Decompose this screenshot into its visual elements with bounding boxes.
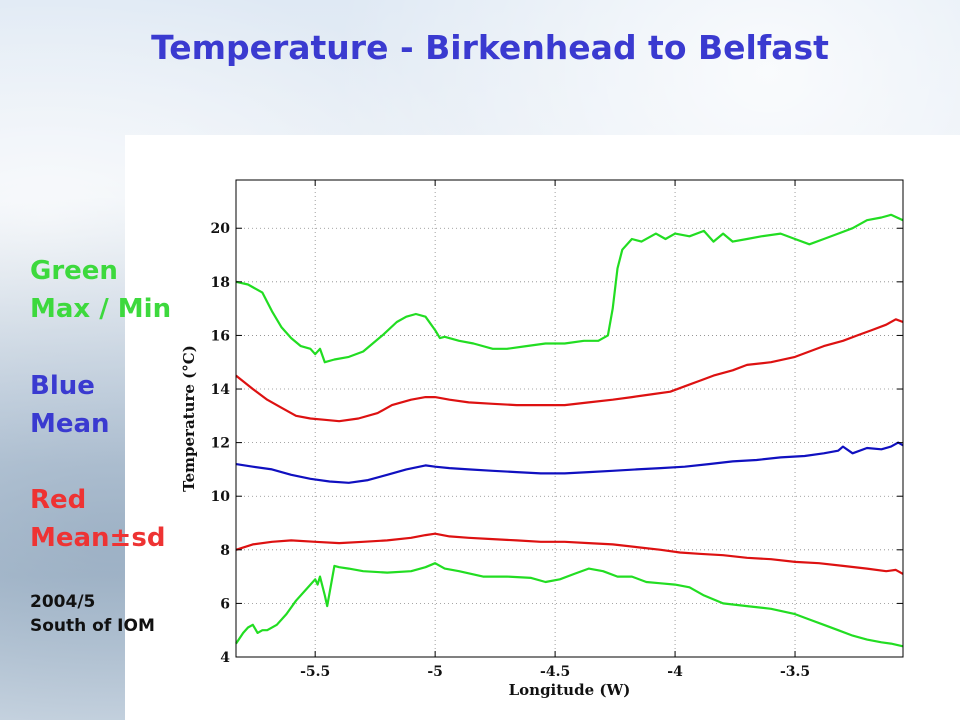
- plot-frame: [235, 179, 904, 658]
- y-tick-label: 6: [220, 596, 230, 612]
- y-tick-label: 18: [211, 275, 230, 291]
- chart-series: [235, 213, 904, 648]
- series-line-min: [235, 562, 904, 648]
- legend-blue-desc: Mean: [30, 409, 110, 439]
- y-tick-label: 8: [220, 543, 230, 559]
- legend-blue-label: Blue: [30, 371, 95, 401]
- legend-green: Green Max / Min: [30, 252, 171, 328]
- legend-green-label: Green: [30, 256, 118, 286]
- data-note: 2004/5 South of IOM: [30, 590, 155, 638]
- chart-grid: [236, 180, 903, 658]
- x-tick-label: -4.5: [540, 664, 570, 680]
- x-tick-label: -4: [667, 664, 683, 680]
- x-tick-label: -3.5: [780, 664, 810, 680]
- temperature-chart: -5.5 -5 -4.5 -4 -3.5 4 6 8 10 12 14 16 18 20 Longitud…: [180, 179, 904, 699]
- series-line-mean-plus-sd: [235, 318, 904, 423]
- note-location: South of IOM: [30, 616, 155, 636]
- series-line-mean-sd: [235, 532, 904, 575]
- x-tick-label: -5: [427, 664, 443, 680]
- legend-red: Red Mean±sd: [30, 481, 165, 557]
- y-tick-label: 10: [211, 489, 231, 505]
- y-axis-label: Temperature (°C): [180, 345, 198, 492]
- series-line-mean: [235, 441, 904, 484]
- legend-blue: Blue Mean: [30, 367, 110, 443]
- chart-panel: [125, 135, 960, 720]
- y-tick-label: 12: [211, 436, 230, 452]
- y-tick-label: 14: [211, 382, 231, 398]
- note-year: 2004/5: [30, 592, 96, 612]
- slide-title: Temperature - Birkenhead to Belfast: [151, 28, 829, 67]
- series-line-max: [235, 213, 904, 364]
- legend-red-desc: Mean±sd: [30, 523, 166, 553]
- y-tick-label: 4: [220, 650, 230, 666]
- x-tick-label: -5.5: [300, 664, 330, 680]
- y-tick-label: 20: [211, 221, 231, 237]
- y-tick-label: 16: [211, 328, 230, 344]
- x-axis-label: Longitude (W): [509, 681, 631, 699]
- chart-ticks: -5.5 -5 -4.5 -4 -3.5 4 6 8 10 12 14 16 18 20: [211, 180, 903, 680]
- legend-green-desc: Max / Min: [30, 294, 172, 324]
- legend-red-label: Red: [30, 485, 87, 515]
